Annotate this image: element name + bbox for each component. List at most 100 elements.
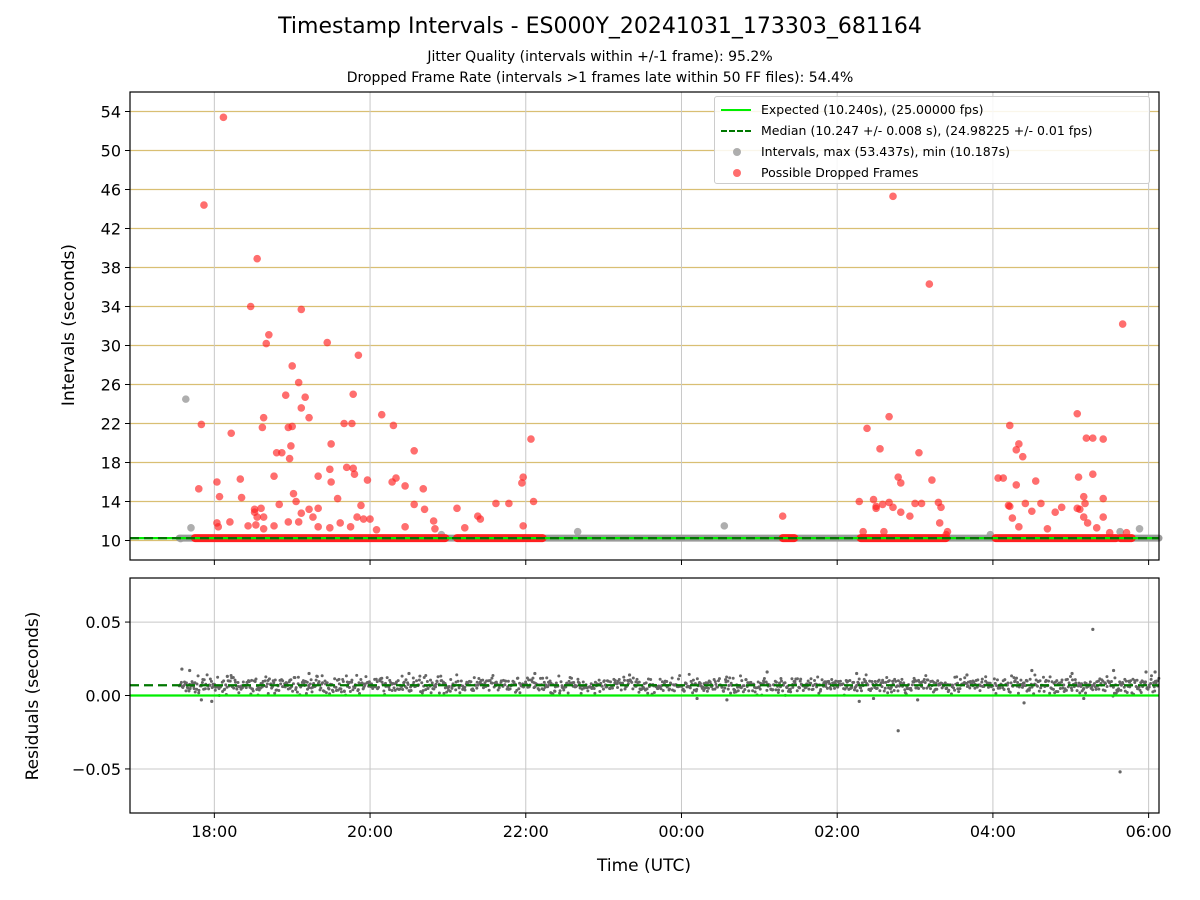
residual-point <box>806 679 810 683</box>
top-ytick-label: 34 <box>101 298 121 317</box>
residual-point <box>241 680 245 684</box>
residual-point <box>1013 679 1017 683</box>
residual-point <box>559 680 563 684</box>
residual-point <box>859 686 863 690</box>
dropped-frame-point <box>1008 514 1017 522</box>
residual-point <box>753 690 757 694</box>
dropped-frame-point <box>460 524 469 532</box>
residual-point <box>291 689 295 693</box>
residual-point <box>801 688 805 692</box>
residual-point <box>649 678 653 682</box>
residual-point <box>442 691 446 695</box>
residual-point <box>202 678 206 682</box>
residual-point <box>724 678 728 682</box>
residual-point <box>816 675 820 679</box>
residual-point <box>398 687 402 691</box>
residual-point <box>1114 691 1118 695</box>
residual-point <box>447 685 451 689</box>
residual-point <box>424 688 428 692</box>
residual-outlier-point <box>1022 701 1026 705</box>
legend-expected-label: Expected (10.240s), (25.00000 fps) <box>761 102 984 117</box>
dropped-frame-point <box>1043 525 1052 533</box>
dropped-frame-point <box>323 338 332 347</box>
residual-point <box>747 689 751 693</box>
residual-point <box>661 689 665 693</box>
dropped-frame-point <box>354 351 363 360</box>
dropped-frame-point <box>429 517 438 525</box>
residual-point <box>1079 685 1083 689</box>
dropped-frame-point <box>270 522 278 530</box>
residual-point <box>597 678 601 682</box>
dropped-frame-point <box>265 330 273 339</box>
residual-point <box>490 676 494 680</box>
residual-point <box>994 691 998 695</box>
residual-point <box>422 676 426 680</box>
residual-point <box>344 674 348 678</box>
residual-point <box>609 680 613 684</box>
dropped-frame-point <box>1118 320 1127 328</box>
residual-point <box>1103 689 1107 693</box>
residual-point <box>873 680 877 684</box>
residual-point <box>866 683 870 687</box>
residual-point <box>723 686 727 690</box>
residual-point <box>834 679 838 683</box>
residual-point <box>383 681 387 685</box>
residual-point <box>222 679 226 683</box>
residual-point <box>809 677 813 681</box>
residual-point <box>277 688 281 692</box>
residual-outlier-point <box>725 698 729 702</box>
residual-point <box>385 676 389 680</box>
dropped-frame-point <box>1051 508 1059 517</box>
residual-point <box>567 679 571 683</box>
dropped-frame-point <box>213 478 221 486</box>
residual-point <box>884 680 888 684</box>
residual-point <box>646 691 650 695</box>
residual-point <box>463 688 467 692</box>
residual-point <box>1033 673 1037 677</box>
interval-point <box>187 524 195 532</box>
interval-point <box>1135 525 1144 533</box>
residual-point <box>952 686 956 690</box>
residual-point <box>295 690 299 694</box>
dropped-frame-point <box>420 505 429 514</box>
residual-point <box>758 687 762 691</box>
dropped-frame-point <box>889 503 897 512</box>
residual-point <box>1111 685 1115 689</box>
residual-outlier-point <box>857 699 861 703</box>
residual-point <box>622 678 626 682</box>
dropped-frame-point <box>1018 452 1027 461</box>
residual-point <box>1094 687 1098 691</box>
dropped-frame-point <box>917 499 926 508</box>
residual-point <box>910 683 914 687</box>
top-ytick-label: 30 <box>101 337 121 356</box>
residual-outlier-point <box>1070 671 1074 676</box>
dropped-frame-point <box>244 522 252 530</box>
dropped-frame-point <box>1079 492 1088 501</box>
residual-point <box>1069 674 1073 678</box>
residual-point <box>726 679 730 683</box>
dropped-frame-point <box>1122 528 1131 537</box>
residual-point <box>848 679 852 683</box>
residual-point <box>881 678 885 682</box>
residual-point <box>1105 685 1109 689</box>
residual-point <box>225 685 229 689</box>
dropped-frame-point <box>1074 473 1083 481</box>
residual-point <box>317 680 321 684</box>
dropped-frame-point <box>314 523 322 531</box>
dropped-frame-point <box>869 495 878 504</box>
residual-point <box>714 682 718 686</box>
residual-outlier-point <box>533 671 537 676</box>
residual-point <box>458 691 462 695</box>
dropped-frame-point <box>350 470 359 479</box>
dropped-frame-point <box>1099 513 1108 521</box>
legend-dropped-label: Possible Dropped Frames <box>761 165 919 180</box>
residual-point <box>923 681 927 685</box>
residual-point <box>364 675 368 679</box>
residual-point <box>963 676 967 680</box>
residual-point <box>579 691 583 695</box>
residual-point <box>922 686 926 690</box>
residual-point <box>436 675 440 679</box>
dropped-frame-point <box>935 519 944 527</box>
residual-point <box>1010 674 1014 678</box>
residual-point <box>179 680 183 684</box>
